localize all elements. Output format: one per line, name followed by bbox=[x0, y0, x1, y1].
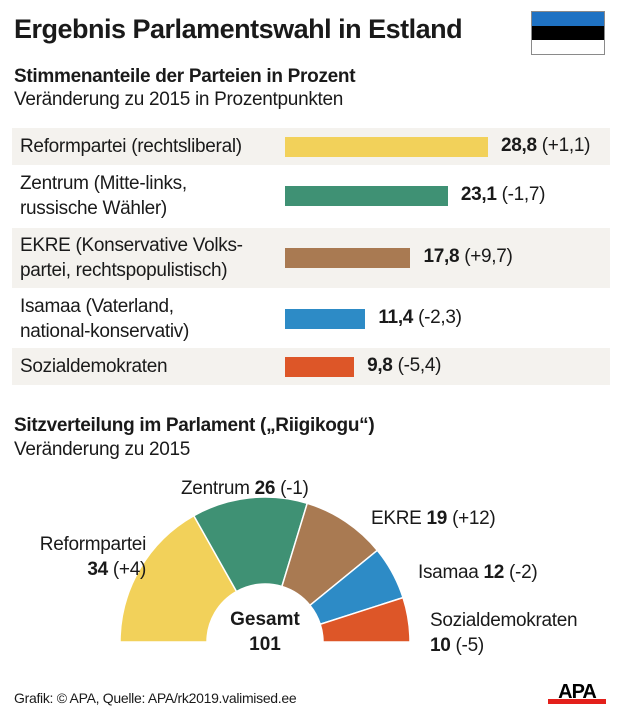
bar-row: Isamaa (Vaterland, national-konservativ) 1… bbox=[12, 291, 610, 346]
bar-value-label: 17,8 (+9,7) bbox=[423, 246, 512, 268]
bar-value: 11,4 bbox=[378, 306, 414, 328]
bar-change: (-5,4) bbox=[397, 354, 442, 376]
seat-label-change: (+4) bbox=[112, 559, 146, 580]
bar-category-line: EKRE (Konservative Volks- bbox=[20, 235, 243, 256]
seat-total-label: Gesamt bbox=[230, 609, 300, 630]
bar-change: (-2,3) bbox=[418, 306, 462, 328]
bar-change: (+1,1) bbox=[541, 134, 591, 156]
seat-label-value: 34 bbox=[87, 559, 108, 580]
seat-label-change: (-1) bbox=[280, 478, 309, 499]
bar-value-label: 28,8 (+1,1) bbox=[501, 135, 590, 157]
bar-row: Reformpartei (rechtsliberal) 28,8 (+1,1) bbox=[12, 128, 610, 165]
flag-stripe-white bbox=[532, 39, 604, 54]
seat-segment-reformpartei bbox=[119, 514, 238, 643]
seat-label-ekre: EKRE 19 (+12) bbox=[371, 506, 496, 531]
bar-value-label: 9,8 (-5,4) bbox=[367, 355, 441, 377]
bar-category-line: Reformpartei (rechtsliberal) bbox=[20, 136, 242, 157]
bar-chart-title: Stimmenanteile der Parteien in Prozent bbox=[14, 66, 356, 87]
bar-category-line: partei, rechtspopulistisch) bbox=[20, 260, 228, 281]
seat-total: Gesamt 101 bbox=[205, 607, 325, 657]
bar-category-label: Isamaa (Vaterland, national-konservativ) bbox=[20, 294, 189, 344]
bar-change: (-1,7) bbox=[501, 184, 546, 205]
bar-value-label: 11,4 (-2,3) bbox=[378, 306, 462, 329]
bar-value: 17,8 bbox=[423, 246, 460, 267]
flag-stripe-black bbox=[532, 25, 604, 40]
bar-category-label: EKRE (Konservative Volks-partei, rechtsp… bbox=[20, 233, 243, 283]
bar bbox=[285, 356, 355, 377]
seat-label-isamaa: Isamaa 12 (-2) bbox=[418, 560, 538, 585]
seat-label-name: EKRE bbox=[371, 508, 422, 529]
bar-value-label: 23,1 (-1,7) bbox=[460, 184, 546, 206]
seat-label-name: Reformpartei bbox=[39, 534, 147, 555]
seat-total-value: 101 bbox=[249, 634, 281, 655]
seat-label-change: (-2) bbox=[509, 562, 538, 583]
seat-label-sozialdemokraten: Sozialdemokraten 10 (-5) bbox=[430, 608, 578, 658]
seat-label-name: Sozialdemokraten bbox=[430, 610, 578, 631]
source-credit: Grafik: © APA, Quelle: APA/rk2019.valimi… bbox=[14, 690, 297, 706]
bar bbox=[285, 136, 488, 157]
bar-category-line: Sozialdemokraten bbox=[20, 356, 168, 377]
bar-value: 9,8 bbox=[367, 354, 393, 376]
seat-label-name: Isamaa bbox=[418, 562, 479, 583]
seat-label-change: (+12) bbox=[452, 508, 496, 529]
bar-row: Zentrum (Mitte-links, russische Wähler) 23… bbox=[12, 167, 610, 225]
seat-segment-sozialdemokraten bbox=[319, 596, 411, 643]
seat-semicircle-chart bbox=[119, 496, 411, 643]
seat-chart-title: Sitzverteilung im Parlament („Riigikogu“… bbox=[14, 415, 375, 436]
seat-label-value: 26 bbox=[254, 478, 276, 499]
bar-category-line: Isamaa (Vaterland, bbox=[20, 295, 174, 317]
bar-category-line: russische Wähler) bbox=[20, 198, 167, 219]
bar-category-label: Reformpartei (rechtsliberal) bbox=[20, 134, 242, 159]
bar-row: Sozialdemokraten 9,8 (-5,4) bbox=[12, 348, 610, 385]
bar-category-label: Zentrum (Mitte-links, russische Wähler) bbox=[20, 171, 187, 221]
bar-category-line: national-konservativ) bbox=[20, 320, 190, 342]
seat-label-name: Zentrum bbox=[181, 478, 250, 499]
bar-category-label: Sozialdemokraten bbox=[20, 354, 168, 379]
seat-label-value: 19 bbox=[426, 508, 448, 529]
flag-stripe-blue bbox=[532, 12, 604, 26]
apa-logo: APA bbox=[548, 681, 606, 704]
bar-row: EKRE (Konservative Volks-partei, rechtsp… bbox=[12, 228, 610, 288]
seat-label-reformpartei: Reformpartei 34 (+4) bbox=[0, 532, 147, 582]
bar-change: (+9,7) bbox=[464, 246, 513, 267]
bar bbox=[285, 248, 411, 268]
seat-label-change: (-5) bbox=[455, 635, 485, 656]
bar-category-line: Zentrum (Mitte-links, bbox=[20, 173, 187, 194]
seat-label-zentrum: Zentrum 26 (-1) bbox=[181, 476, 309, 501]
bar bbox=[285, 308, 366, 329]
seat-label-value: 10 bbox=[430, 635, 451, 656]
bar-value: 23,1 bbox=[460, 184, 497, 205]
estonia-flag-icon bbox=[531, 11, 605, 55]
bar-chart-subtitle: Veränderung zu 2015 in Prozentpunkten bbox=[14, 89, 344, 110]
bar-value: 28,8 bbox=[501, 134, 537, 156]
apa-logo-bar bbox=[548, 699, 606, 704]
apa-logo-text: APA bbox=[558, 681, 596, 703]
seat-label-value: 12 bbox=[483, 562, 505, 583]
page-title: Ergebnis Parlamentswahl in Estland bbox=[14, 14, 463, 44]
bar bbox=[285, 186, 448, 206]
seat-chart-subtitle: Veränderung zu 2015 bbox=[14, 439, 191, 460]
